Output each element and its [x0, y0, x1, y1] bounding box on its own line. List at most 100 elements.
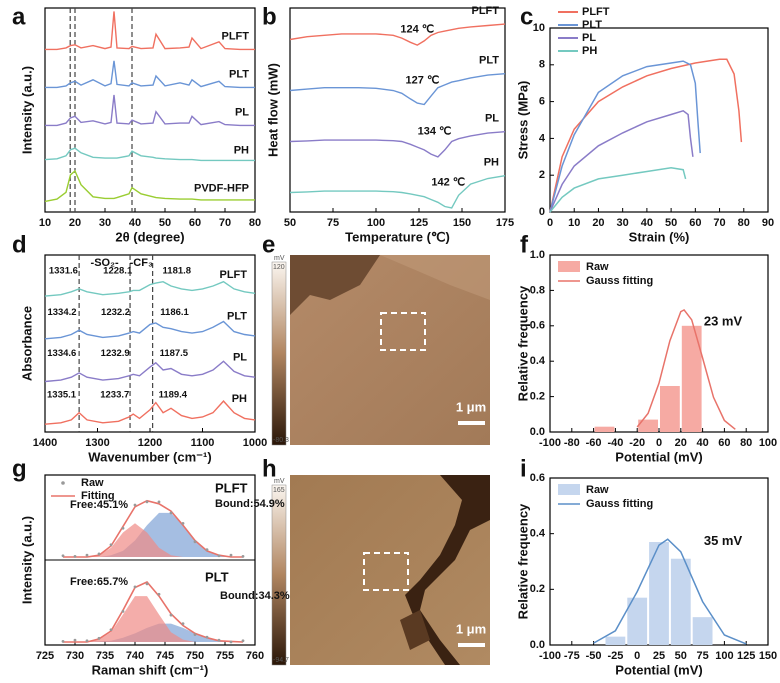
x-tick-label: 80: [740, 437, 752, 449]
series-label: PH: [234, 144, 249, 156]
x-tick-label: 725: [36, 650, 54, 662]
legend-label: Fitting: [81, 490, 115, 502]
raw-point: [121, 610, 125, 613]
x-tick-label: 70: [219, 217, 231, 229]
stress-line: [549, 60, 701, 213]
raw-point: [241, 554, 245, 558]
y-tick-label: 0.8: [530, 284, 545, 296]
fit-line: [63, 581, 244, 643]
x-tick-label: 0: [656, 437, 662, 449]
x-tick-label: 1400: [33, 437, 57, 449]
x-tick-label: 25: [653, 650, 665, 662]
x-tick-label: -25: [607, 650, 623, 662]
series-label: PL: [235, 106, 249, 118]
raw-point: [205, 635, 209, 639]
y-tick-label: 6: [539, 96, 545, 108]
x-tick-label: 730: [66, 650, 84, 662]
legend-label: Raw: [586, 484, 609, 496]
x-tick-label: 60: [189, 217, 201, 229]
peak-label: 1334.2: [47, 307, 76, 318]
x-tick-label: 40: [696, 437, 708, 449]
x-axis-label: Temperature (℃): [345, 229, 450, 244]
x-axis-label: Potential (mV): [615, 449, 702, 464]
panel-letter: h: [262, 455, 277, 482]
stress-line: [549, 167, 687, 213]
x-tick-label: -20: [629, 437, 645, 449]
dsc-line: [289, 73, 506, 106]
raw-point: [169, 613, 173, 617]
dark-region: [400, 610, 430, 650]
x-tick-label: 40: [641, 217, 653, 229]
x-tick-label: 10: [568, 217, 580, 229]
colorbar-min: -80.3: [273, 437, 289, 444]
x-tick-label: -60: [586, 437, 602, 449]
x-tick-label: 0: [547, 217, 553, 229]
x-tick-label: 125: [410, 217, 428, 229]
legend-swatch: [558, 484, 580, 495]
legend-label: Gauss fitting: [586, 275, 653, 287]
x-tick-label: -80: [564, 437, 580, 449]
bar: [692, 617, 713, 645]
x-tick-label: 745: [156, 650, 174, 662]
afm-image-e: e mV 120 -80.3 1 μm: [262, 231, 490, 446]
x-tick-label: 750: [186, 650, 204, 662]
x-tick-label: 50: [159, 217, 171, 229]
raw-point: [193, 633, 197, 637]
panel-letter: i: [520, 455, 527, 482]
raw-point: [169, 511, 173, 515]
peak-label: 1331.6: [49, 266, 78, 277]
raw-point: [61, 639, 65, 643]
raw-point: [61, 554, 65, 558]
y-tick-label: 2: [539, 169, 545, 181]
raw-point: [85, 639, 89, 643]
x-tick-label: 50: [284, 217, 296, 229]
x-tick-label: 735: [96, 650, 114, 662]
y-tick-label: 0.2: [530, 583, 545, 595]
peak-label: 1233.7: [100, 389, 129, 400]
bar: [638, 419, 658, 432]
legend-swatch: [558, 261, 580, 272]
group-label: -CF₃: [130, 257, 153, 269]
x-tick-label: 1300: [85, 437, 109, 449]
dsc-line: [289, 175, 506, 209]
y-tick-label: 0.6: [530, 472, 545, 484]
raw-point: [181, 622, 185, 626]
y-axis-label: Intensity (a.u.): [19, 516, 34, 604]
free-area: [63, 596, 243, 642]
colorbar: [271, 484, 287, 666]
dark-region: [290, 255, 380, 315]
plot-frame: [549, 254, 769, 433]
x-tick-label: 20: [69, 217, 81, 229]
series-label: PLFT: [220, 269, 248, 281]
x-tick-label: -100: [539, 650, 561, 662]
peak-label: 1181.8: [163, 266, 192, 277]
y-tick-label: 0: [539, 206, 545, 218]
bar: [627, 597, 648, 645]
raw-point: [145, 582, 149, 586]
raw-point: [157, 500, 161, 504]
x-axis-label: Raman shift (cm⁻¹): [92, 662, 209, 677]
legend-label: Raw: [81, 477, 104, 489]
y-tick-label: 0.6: [530, 320, 545, 332]
raw-point: [229, 553, 233, 557]
y-axis-label: Stress (MPa): [515, 81, 530, 160]
xrd-line: [44, 169, 255, 203]
y-tick-label: 0.4: [530, 355, 546, 367]
raw-point: [109, 543, 113, 547]
selection-box: [363, 552, 409, 591]
raw-point: [181, 521, 185, 525]
x-tick-label: 80: [738, 217, 750, 229]
scale-bar-label: 1 μm: [456, 399, 486, 414]
legend-label: PLT: [582, 19, 602, 31]
bar: [681, 325, 702, 432]
free-label: Free:65.7%: [70, 576, 128, 588]
x-axis-label: Wavenumber (cm⁻¹): [88, 449, 211, 464]
y-axis-label: Intensity (a.u.): [19, 66, 34, 154]
panel-letter: c: [520, 3, 533, 30]
legend-label: Raw: [586, 261, 609, 273]
series-label: PLT: [227, 310, 247, 322]
y-axis-label: Heat flow (mW): [265, 63, 280, 157]
x-axis-label: Potential (mV): [615, 662, 702, 677]
y-tick-label: 0.0: [530, 639, 545, 651]
x-tick-label: 70: [713, 217, 725, 229]
